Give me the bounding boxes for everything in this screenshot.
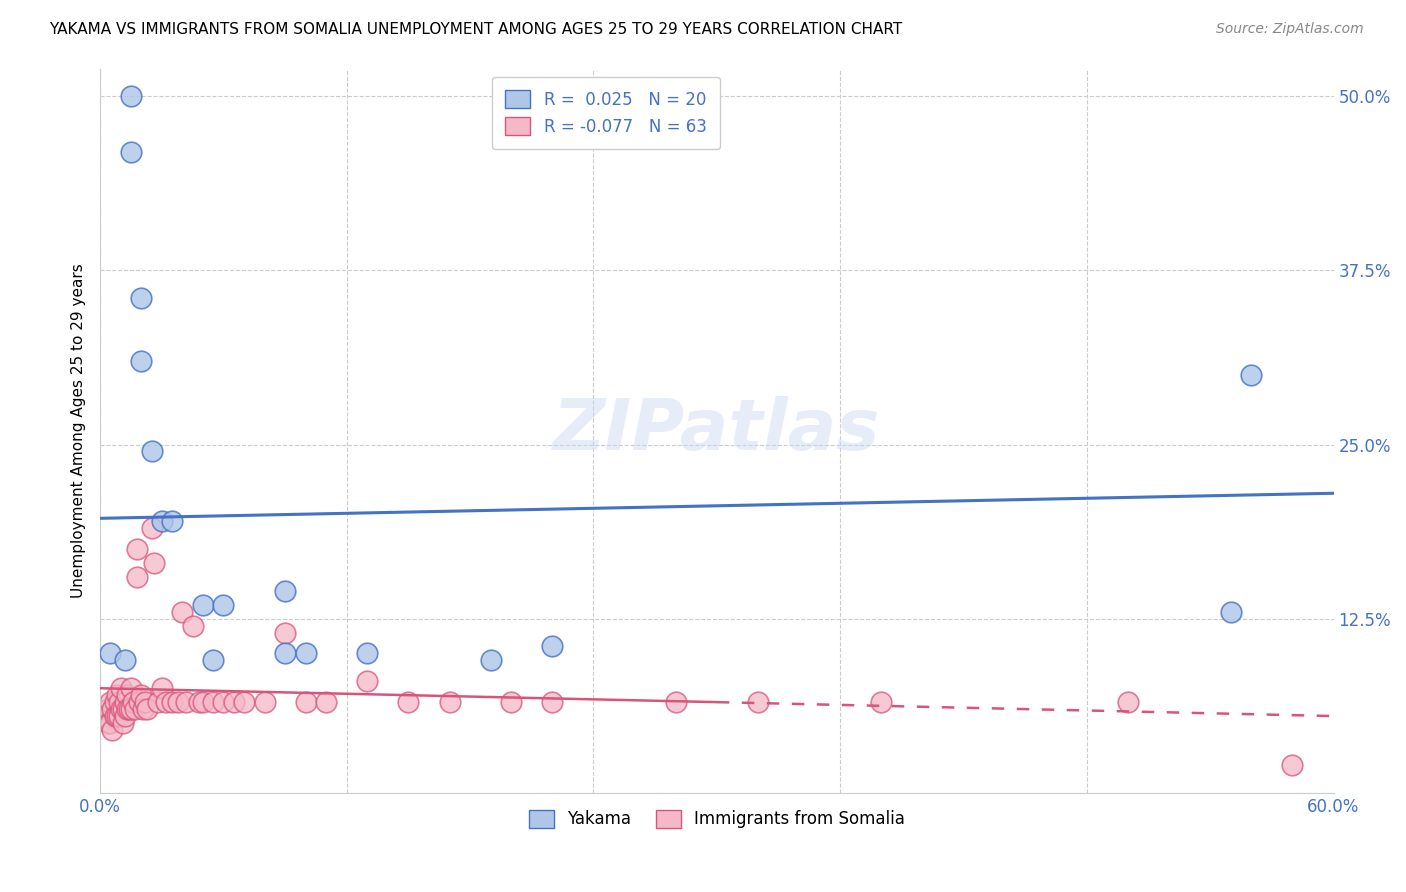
Point [176, 695, 198, 709]
Point [479, 653, 502, 667]
Point [167, 695, 190, 709]
Point [114, 653, 136, 667]
Point [202, 695, 225, 709]
Point [124, 702, 146, 716]
Point [150, 681, 173, 696]
Point [120, 145, 142, 159]
Legend: Yakama, Immigrants from Somalia: Yakama, Immigrants from Somalia [522, 803, 911, 835]
Point [146, 695, 169, 709]
Text: YAKAMA VS IMMIGRANTS FROM SOMALIA UNEMPLOYMENT AMONG AGES 25 TO 29 YEARS CORRELA: YAKAMA VS IMMIGRANTS FROM SOMALIA UNEMPL… [49, 22, 903, 37]
Point [115, 702, 138, 716]
Point [212, 695, 235, 709]
Point [114, 709, 136, 723]
Point [101, 723, 124, 737]
Point [191, 598, 214, 612]
Y-axis label: Unemployment Among Ages 25 to 29 years: Unemployment Among Ages 25 to 29 years [72, 263, 86, 598]
Point [1116, 695, 1139, 709]
Point [100, 695, 122, 709]
Point [870, 695, 893, 709]
Point [398, 695, 420, 709]
Point [541, 695, 564, 709]
Point [136, 702, 159, 716]
Point [128, 695, 150, 709]
Point [274, 583, 297, 598]
Point [202, 653, 225, 667]
Point [541, 640, 564, 654]
Point [1240, 368, 1263, 382]
Point [101, 702, 124, 716]
Point [294, 695, 316, 709]
Text: Source: ZipAtlas.com: Source: ZipAtlas.com [1216, 22, 1364, 37]
Point [132, 702, 155, 716]
Point [120, 89, 142, 103]
Point [222, 695, 245, 709]
Point [114, 695, 136, 709]
Point [115, 688, 138, 702]
Point [111, 716, 134, 731]
Point [181, 618, 204, 632]
Point [274, 647, 297, 661]
Point [107, 695, 129, 709]
Point [107, 709, 129, 723]
Point [105, 709, 128, 723]
Point [103, 695, 125, 709]
Point [100, 647, 122, 661]
Point [160, 695, 183, 709]
Point [127, 570, 149, 584]
Point [141, 444, 163, 458]
Point [155, 695, 177, 709]
Point [439, 695, 461, 709]
Point [103, 709, 125, 723]
Point [294, 647, 316, 661]
Point [356, 674, 378, 689]
Point [160, 514, 183, 528]
Point [97, 716, 120, 731]
Point [129, 688, 152, 702]
Point [120, 681, 142, 696]
Point [665, 695, 688, 709]
Point [127, 541, 149, 556]
Point [120, 702, 142, 716]
Point [150, 514, 173, 528]
Point [105, 688, 128, 702]
Point [141, 521, 163, 535]
Point [187, 695, 209, 709]
Point [212, 598, 235, 612]
Point [501, 695, 523, 709]
Point [110, 702, 132, 716]
Point [233, 695, 256, 709]
Point [96, 709, 118, 723]
Point [356, 647, 378, 661]
Point [274, 625, 297, 640]
Text: ZIPatlas: ZIPatlas [553, 396, 880, 465]
Point [129, 291, 152, 305]
Point [134, 695, 156, 709]
Point [172, 605, 194, 619]
Point [191, 695, 214, 709]
Point [1281, 757, 1303, 772]
Point [100, 716, 122, 731]
Point [111, 702, 134, 716]
Point [118, 702, 141, 716]
Point [97, 702, 120, 716]
Point [129, 354, 152, 368]
Point [315, 695, 337, 709]
Point [142, 556, 165, 570]
Point [1219, 605, 1241, 619]
Point [747, 695, 769, 709]
Point [122, 695, 145, 709]
Point [110, 681, 132, 696]
Point [253, 695, 276, 709]
